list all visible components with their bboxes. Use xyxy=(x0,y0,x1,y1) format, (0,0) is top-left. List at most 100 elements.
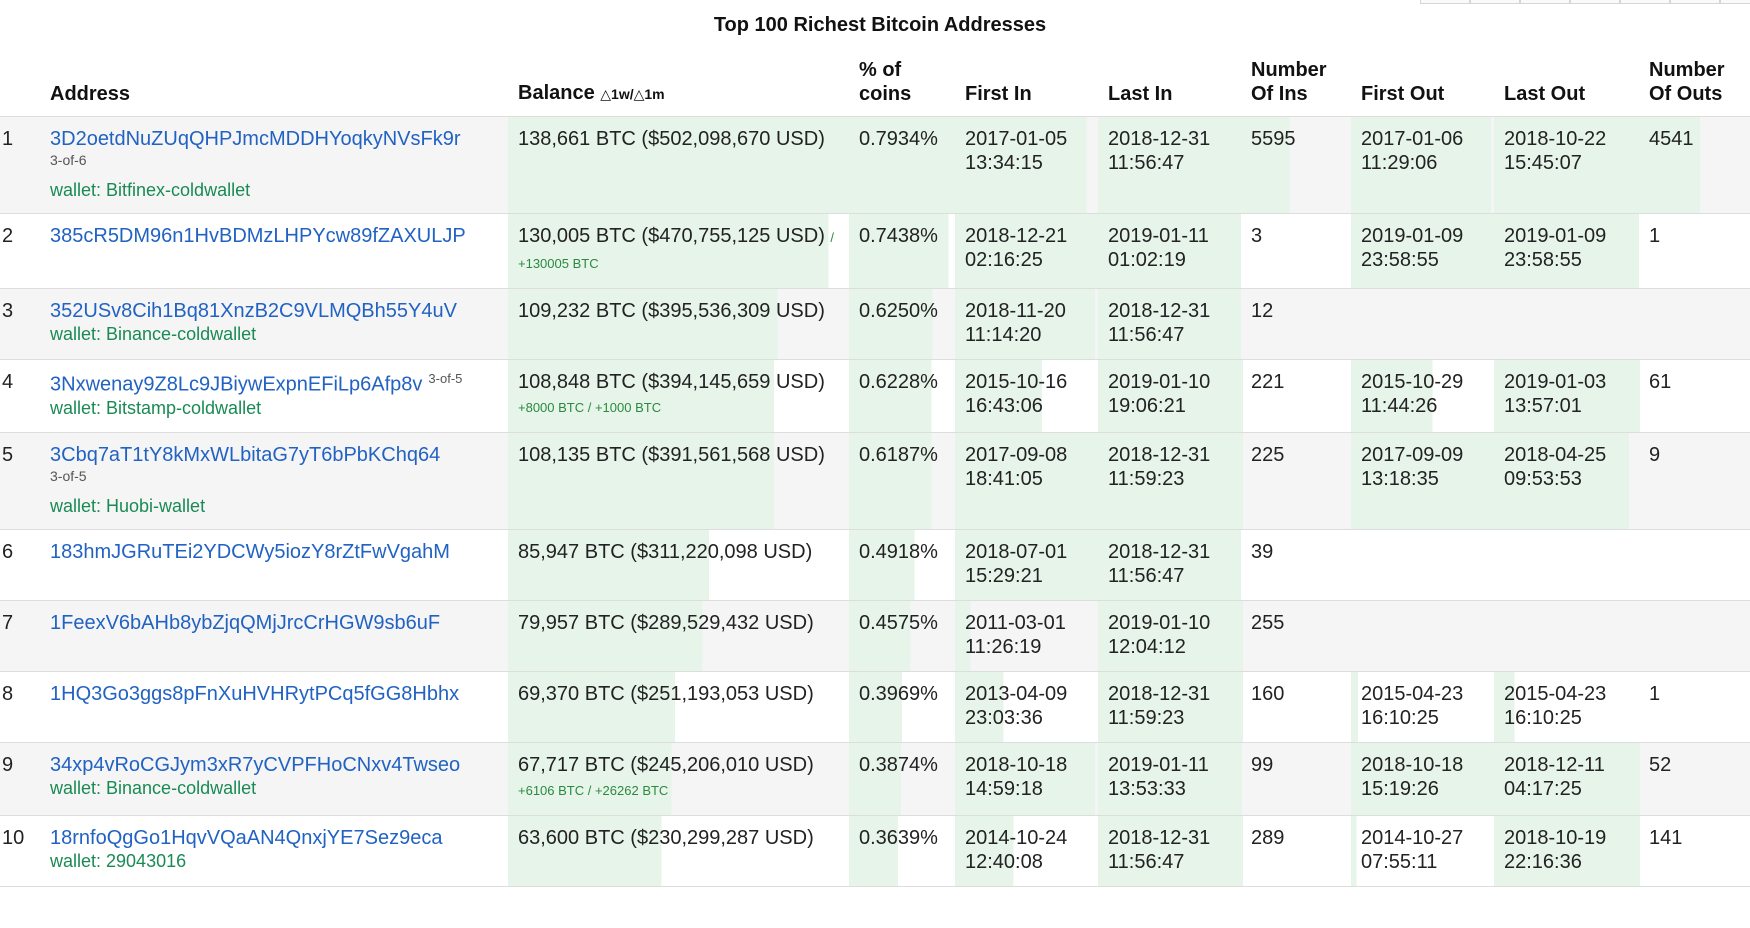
num-outs-header[interactable]: Number Of Outs xyxy=(1639,58,1750,117)
first-in-cell-time: 23:03:36 xyxy=(965,707,1043,729)
pct-cell-value: 0.6228% xyxy=(859,371,938,393)
first-out-cell-time: 07:55:11 xyxy=(1361,851,1438,873)
page-button[interactable] xyxy=(1420,0,1470,4)
balance-delta: / +130005 BTC xyxy=(518,230,835,271)
pct-cell-value: 0.4575% xyxy=(859,612,938,634)
address-link[interactable]: 18rnfoQgGo1HqvVQaAN4QnxjYE7Sez9eca xyxy=(50,827,443,849)
page-button[interactable] xyxy=(1670,0,1720,4)
address-link[interactable]: 352USv8Cih1Bq81XnzB2C9VLMQBh55Y4uV xyxy=(50,300,457,322)
balance-value: 130,005 BTC ($470,755,125 USD) xyxy=(518,225,825,247)
last-out-cell-time: 15:45:07 xyxy=(1504,152,1582,174)
pct-cell-value: 0.7438% xyxy=(859,225,938,247)
balance-cell: 108,135 BTC ($391,561,568 USD) xyxy=(508,432,849,530)
pct-cell: 0.4918% xyxy=(849,529,955,601)
rank-cell: 9 xyxy=(0,742,40,816)
last-out-cell xyxy=(1494,600,1639,672)
wallet-label: wallet: Binance-coldwallet xyxy=(50,778,257,798)
first-out-cell-date: 2018-10-18 xyxy=(1361,754,1464,776)
num-ins-cell: 99 xyxy=(1241,742,1351,816)
pct-cell-value: 0.3969% xyxy=(859,683,938,705)
first-out-cell-time: 11:44:26 xyxy=(1361,395,1438,417)
last-in-cell-time: 11:56:47 xyxy=(1108,851,1185,873)
first-in-cell: 2018-07-01 15:29:21 xyxy=(955,529,1098,601)
page-button[interactable] xyxy=(1620,0,1670,4)
rank-cell: 4 xyxy=(0,359,40,433)
table-row: 10 18rnfoQgGo1HqvVQaAN4QnxjYE7Sez9eca wall… xyxy=(0,815,1750,887)
table-row: 3 352USv8Cih1Bq81XnzB2C9VLMQBh55Y4uV walle… xyxy=(0,288,1750,360)
address-link[interactable]: 385cR5DM96n1HvBDMzLHPYcw89fZAXULJP xyxy=(50,225,466,247)
num-ins-cell-value: 160 xyxy=(1251,683,1285,705)
page-button[interactable] xyxy=(1470,0,1520,4)
pct-header[interactable]: % of coins xyxy=(849,58,955,117)
address-link[interactable]: 183hmJGRuTEi2YDCWy5iozY8rZtFwVgahM xyxy=(50,541,450,563)
first-in-cell-date: 2013-04-09 xyxy=(965,683,1068,705)
num-outs-cell-value: 9 xyxy=(1649,444,1661,466)
address-link[interactable]: 1FeexV6bAHb8ybZjqQMjJrcCrHGW9sb6uF xyxy=(50,612,441,634)
address-header[interactable]: Address xyxy=(50,83,131,105)
first-in-cell-time: 16:43:06 xyxy=(965,395,1043,417)
first-in-cell-time: 12:40:08 xyxy=(965,851,1043,873)
table-header-row: Address Balance △1w/△1m % of coins First … xyxy=(0,58,1750,117)
first-in-header[interactable]: First In xyxy=(965,83,1032,105)
balance-header[interactable]: Balance △1w/△1m xyxy=(508,58,849,117)
rank-cell: 6 xyxy=(0,529,40,601)
address-link[interactable]: 34xp4vRoCGJym3xR7yCVPFHoCNxv4Twseo xyxy=(50,754,461,776)
first-in-cell-time: 18:41:05 xyxy=(965,468,1043,490)
num-ins-cell: 5595 xyxy=(1241,116,1351,214)
rank-cell: 5 xyxy=(0,432,40,530)
address-cell: 1FeexV6bAHb8ybZjqQMjJrcCrHGW9sb6uF xyxy=(40,600,508,672)
balance-value: 69,370 BTC ($251,193,053 USD) xyxy=(518,683,814,705)
last-in-cell-date: 2019-01-10 xyxy=(1108,371,1211,393)
balance-value: 109,232 BTC ($395,536,309 USD) xyxy=(518,300,825,322)
first-in-cell-date: 2011-03-01 xyxy=(965,612,1066,634)
first-in-cell: 2017-01-05 13:34:15 xyxy=(955,116,1098,214)
last-in-header[interactable]: Last In xyxy=(1108,83,1173,105)
num-outs-cell: 1 xyxy=(1639,213,1750,289)
num-ins-cell-value: 221 xyxy=(1251,371,1285,393)
pagination-controls[interactable] xyxy=(1420,0,1750,4)
first-in-cell-time: 13:34:15 xyxy=(965,152,1043,174)
num-outs-cell-value: 1 xyxy=(1649,683,1661,705)
pct-cell: 0.3639% xyxy=(849,815,955,887)
page-button[interactable] xyxy=(1570,0,1620,4)
page-button[interactable] xyxy=(1720,0,1750,4)
first-out-header[interactable]: First Out xyxy=(1361,83,1445,105)
last-out-cell-time: 22:16:36 xyxy=(1504,851,1582,873)
last-in-cell-date: 2018-12-31 xyxy=(1108,128,1211,150)
rank-cell: 2 xyxy=(0,213,40,289)
balance-value: 108,135 BTC ($391,561,568 USD) xyxy=(518,444,825,466)
address-link[interactable]: 3D2oetdNuZUqQHPJmcMDDHYoqkyNVsFk9r xyxy=(50,128,461,150)
pct-cell: 0.3969% xyxy=(849,671,955,743)
last-out-header[interactable]: Last Out xyxy=(1504,83,1586,105)
address-link[interactable]: 3Cbq7aT1tY8kMxWLbitaG7yT6bPbKChq64 xyxy=(50,444,441,466)
last-out-cell: 2018-12-11 04:17:25 xyxy=(1494,742,1639,816)
first-in-cell-time: 15:29:21 xyxy=(965,565,1043,587)
pct-cell: 0.3874% xyxy=(849,742,955,816)
balance-cell: 69,370 BTC ($251,193,053 USD) xyxy=(508,671,849,743)
num-ins-header[interactable]: Number Of Ins xyxy=(1241,58,1351,117)
address-link[interactable]: 1HQ3Go3ggs8pFnXuHVHRytPCq5fGG8Hbhx xyxy=(50,683,460,705)
num-outs-cell-value: 1 xyxy=(1649,225,1661,247)
last-in-cell-time: 11:59:23 xyxy=(1108,707,1185,729)
last-in-cell: 2018-12-31 11:56:47 xyxy=(1098,116,1241,214)
address-link[interactable]: 3Nxwenay9Z8Lc9JBiywExpnEFiLp6Afp8v xyxy=(50,373,423,396)
pct-header-line2: coins xyxy=(859,83,912,105)
last-in-cell-date: 2019-01-10 xyxy=(1108,612,1211,634)
num-ins-cell-value: 3 xyxy=(1251,225,1263,247)
first-in-cell-date: 2018-11-20 xyxy=(965,300,1066,322)
balance-cell: 138,661 BTC ($502,098,670 USD) xyxy=(508,116,849,214)
num-ins-cell-value: 255 xyxy=(1251,612,1285,634)
table-row: 5 3Cbq7aT1tY8kMxWLbitaG7yT6bPbKChq64 3-of-… xyxy=(0,432,1750,530)
last-out-cell xyxy=(1494,288,1639,360)
last-in-cell: 2018-12-31 11:59:23 xyxy=(1098,432,1241,530)
first-in-cell: 2014-10-24 12:40:08 xyxy=(955,815,1098,887)
num-ins-cell-value: 225 xyxy=(1251,444,1285,466)
first-in-cell-time: 14:59:18 xyxy=(965,778,1043,800)
first-in-cell: 2015-10-16 16:43:06 xyxy=(955,359,1098,433)
balance-cell: 67,717 BTC ($245,206,010 USD) +6106 BTC /… xyxy=(508,742,849,816)
page-button[interactable] xyxy=(1520,0,1570,4)
balance-value: 85,947 BTC ($311,220,098 USD) xyxy=(518,541,813,563)
num-ins-cell: 289 xyxy=(1241,815,1351,887)
table-row: 1 3D2oetdNuZUqQHPJmcMDDHYoqkyNVsFk9r 3-of-… xyxy=(0,116,1750,214)
balance-header-label: Balance xyxy=(518,82,595,104)
